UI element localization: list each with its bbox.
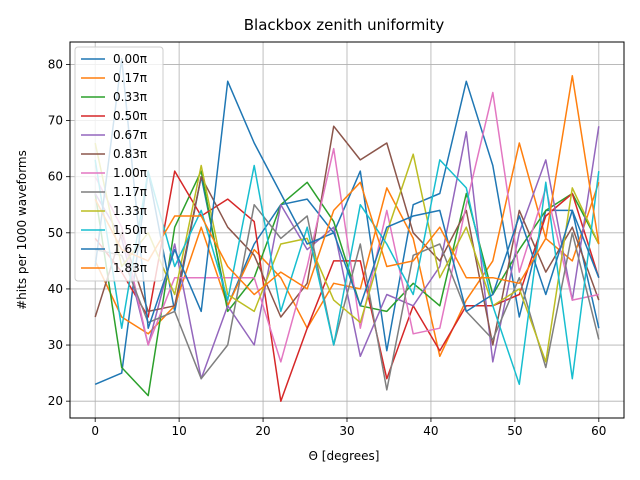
legend-box: [74, 46, 164, 282]
legend-label: 1.33π: [113, 204, 147, 218]
x-tick-label: 20: [255, 424, 270, 438]
x-tick-label: 30: [339, 424, 354, 438]
series-line: [94, 142, 600, 358]
y-tick-label: 20: [48, 394, 63, 408]
legend-label: 1.50π: [113, 223, 147, 237]
legend-label: 0.17π: [113, 71, 147, 85]
y-tick-label: 50: [48, 226, 63, 240]
x-tick-label: 60: [591, 424, 606, 438]
y-axis-label: #hits per 1000 waveforms: [15, 150, 29, 310]
chart-title: Blackbox zenith uniformity: [244, 16, 445, 34]
y-tick-label: 60: [48, 170, 63, 184]
series-lines: [94, 58, 600, 402]
y-tick-label: 40: [48, 282, 63, 296]
x-tick-label: 10: [171, 424, 186, 438]
series-line: [94, 159, 600, 386]
legend-label: 0.83π: [113, 147, 147, 161]
legend-label: 1.67π: [113, 242, 147, 256]
series-line: [95, 203, 600, 391]
x-axis-ticks: 0 10 20 30 40 50 60: [91, 418, 606, 438]
legend-label: 0.00π: [113, 52, 147, 66]
x-tick-label: 50: [507, 424, 522, 438]
x-tick-label: 40: [423, 424, 438, 438]
series-line: [94, 91, 599, 363]
legend-label: 1.17π: [113, 185, 147, 199]
y-tick-label: 70: [48, 114, 63, 128]
legend: 0.00π 0.17π 0.33π 0.50π 0.67π 0.83π 1.00π 1.17π…: [74, 46, 164, 282]
series-line: [94, 58, 600, 329]
series-line: [94, 125, 600, 346]
series-line: [94, 74, 600, 296]
x-tick-label: 0: [91, 424, 99, 438]
y-tick-label: 80: [48, 57, 63, 71]
x-axis-label: Θ [degrees]: [309, 449, 380, 463]
legend-label: 0.67π: [113, 128, 147, 142]
legend-label: 1.00π: [113, 166, 147, 180]
series-line: [94, 142, 600, 363]
y-axis-ticks: 20 30 40 50 60 70 80: [48, 57, 70, 408]
legend-label: 0.33π: [113, 90, 147, 104]
legend-label: 1.83π: [113, 261, 147, 275]
legend-label: 0.50π: [113, 109, 147, 123]
y-tick-label: 30: [48, 338, 63, 352]
series-line: [94, 170, 600, 402]
